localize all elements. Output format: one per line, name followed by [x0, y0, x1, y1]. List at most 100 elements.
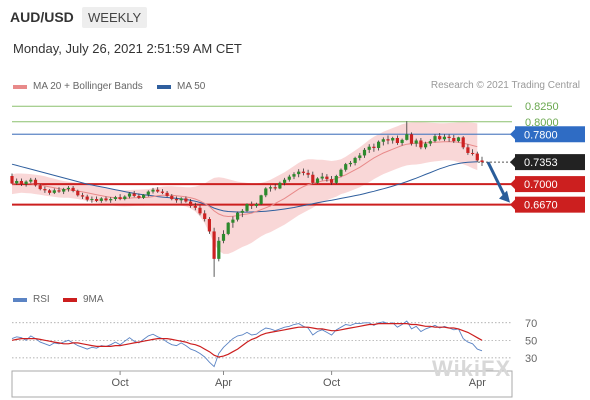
candle-body — [104, 198, 108, 201]
candle-body — [33, 179, 38, 186]
rsi-label: RSI — [33, 294, 50, 305]
candle-body — [471, 152, 475, 154]
candle-body — [165, 192, 169, 196]
timeframe-tab[interactable]: WEEKLY — [82, 7, 148, 28]
candle-body — [287, 176, 291, 180]
research-credit: Research © 2021 Trading Central — [430, 80, 580, 91]
candle-body — [311, 174, 315, 183]
ma50-label: MA 50 — [177, 81, 206, 92]
9ma-swatch — [63, 297, 77, 302]
candle-body — [273, 187, 277, 189]
currency-pair-title: AUD/USD — [10, 9, 74, 25]
candle-body — [118, 197, 122, 200]
candle-body — [240, 210, 244, 213]
candle-body — [315, 178, 320, 183]
candle-body — [217, 240, 221, 259]
rsi-tick-50: 50 — [525, 335, 537, 347]
level-label-5: 0.6670 — [524, 200, 558, 212]
header: AUD/USD WEEKLY — [0, 0, 590, 36]
candle-body — [179, 198, 183, 201]
candle-body — [419, 140, 423, 148]
candle-body — [189, 201, 193, 206]
candle-body — [254, 204, 258, 206]
9ma-label: 9MA — [83, 294, 104, 305]
candle-body — [48, 190, 52, 193]
candle-body — [259, 195, 263, 205]
candle-body — [174, 199, 179, 201]
candle-body — [160, 191, 164, 193]
ma50-line — [11, 161, 478, 213]
candle-body — [132, 193, 136, 196]
candle-body — [71, 187, 75, 191]
candle-body — [353, 157, 357, 163]
forecast-arrow-head — [499, 190, 510, 203]
candle-body — [142, 194, 146, 198]
level-pointer-2 — [510, 129, 515, 140]
legend-ma50: MA 50 — [157, 81, 205, 92]
candle-body — [15, 180, 19, 184]
candle-body — [85, 196, 89, 200]
candle-body — [10, 176, 14, 184]
candle-body — [433, 136, 437, 142]
candle-body — [278, 182, 282, 189]
candle-body — [391, 138, 395, 141]
candle-body — [442, 136, 446, 140]
x-tick-label-1: Apr — [215, 377, 232, 389]
candle-body — [339, 169, 343, 176]
candle-body — [76, 190, 80, 196]
candle-body — [193, 205, 197, 208]
candle-body — [400, 139, 404, 143]
candle-body — [226, 222, 230, 234]
candle-body — [377, 141, 381, 148]
candle-body — [212, 231, 216, 259]
candle-body — [405, 134, 409, 140]
candle-body — [306, 172, 310, 175]
level-pointer-4 — [510, 179, 515, 190]
rsi-tick-30: 30 — [525, 353, 537, 365]
candle-body — [395, 138, 399, 143]
ma20-line — [11, 141, 478, 218]
candle-body — [250, 204, 254, 206]
candle-body — [268, 187, 273, 189]
candle-body — [184, 198, 188, 202]
rsi-tick-70: 70 — [525, 318, 537, 330]
candle-body — [414, 140, 418, 144]
level-label-1: 0.8000 — [525, 117, 559, 129]
candle-body — [245, 204, 249, 211]
level-label-2: 0.7800 — [524, 129, 558, 141]
candle-body — [43, 189, 47, 191]
candle-body — [381, 139, 385, 142]
candle-body — [475, 153, 479, 161]
candle-body — [62, 189, 66, 192]
candle-body — [19, 180, 23, 185]
level-pointer-3 — [510, 157, 515, 168]
candle-body — [386, 139, 390, 141]
candle-body — [334, 176, 338, 183]
candle-body — [221, 233, 226, 241]
candle-body — [95, 199, 99, 201]
candle-body — [127, 193, 132, 197]
ma20-label: MA 20 + Bollinger Bands — [33, 81, 143, 92]
candle-body — [137, 195, 141, 198]
candle-body — [109, 199, 113, 201]
level-label-4: 0.7000 — [524, 179, 558, 191]
candle-body — [320, 176, 324, 179]
legend-9ma: 9MA — [63, 294, 104, 305]
candle-body — [358, 155, 362, 158]
level-pointer-5 — [510, 199, 515, 210]
candle-body — [38, 185, 42, 190]
candle-body — [231, 219, 235, 223]
level-box-5 — [515, 196, 585, 213]
candle-body — [330, 179, 334, 183]
candle-body — [424, 143, 428, 148]
candle-body — [146, 191, 150, 195]
candle-body — [66, 187, 70, 190]
candle-body — [52, 190, 56, 193]
level-box-3 — [515, 154, 585, 171]
x-axis-box — [11, 370, 513, 398]
candle-body — [301, 171, 305, 173]
candle-body — [362, 149, 367, 156]
bollinger-band-area — [12, 122, 478, 254]
level-box-2 — [515, 126, 585, 143]
